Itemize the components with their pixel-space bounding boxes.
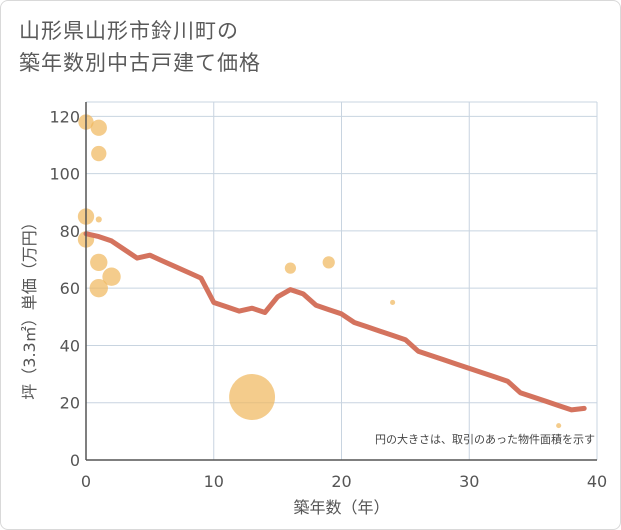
data-point xyxy=(90,119,107,136)
data-point xyxy=(91,145,107,162)
data-point xyxy=(390,299,396,306)
trend-line xyxy=(83,231,587,413)
x-tick-label: 0 xyxy=(81,472,91,491)
chart-title-line-2: 築年数別中古戸建て価格 xyxy=(19,51,261,75)
y-tick-label: 80 xyxy=(60,222,80,241)
y-tick-label: 20 xyxy=(60,394,80,413)
size-note: 円の大きさは、取引のあった物件面積を示す xyxy=(375,432,595,446)
y-tick-label: 40 xyxy=(60,336,80,355)
data-point xyxy=(89,278,108,298)
y-tick-label: 120 xyxy=(49,107,80,126)
data-point xyxy=(102,267,121,286)
data-point xyxy=(95,216,102,223)
data-point xyxy=(90,253,108,272)
y-tick-label: 0 xyxy=(70,451,80,470)
data-point xyxy=(229,374,276,420)
x-axis-title: 築年数（年） xyxy=(293,498,389,517)
y-tick-label: 60 xyxy=(60,279,80,298)
x-tick-label: 30 xyxy=(459,472,479,491)
bubble-series xyxy=(77,114,562,429)
data-point xyxy=(284,262,297,274)
x-tick-label: 10 xyxy=(204,472,224,491)
x-tick-label: 20 xyxy=(331,472,351,491)
y-axis-title: 坪（3.3㎡）単価（万円） xyxy=(20,214,39,399)
axes xyxy=(85,102,597,461)
chart-title-line-1: 山形県山形市鈴川町の xyxy=(19,19,239,43)
tick-labels: 0 10 20 30 40 0 20 40 60 80 100 120 xyxy=(49,107,607,491)
data-point xyxy=(322,256,335,269)
chart-title: 山形県山形市鈴川町の 築年数別中古戸建て価格 xyxy=(19,15,261,79)
x-tick-label: 40 xyxy=(587,472,607,491)
data-point xyxy=(556,423,562,429)
y-tick-label: 100 xyxy=(49,165,80,184)
grid-lines xyxy=(85,101,598,461)
